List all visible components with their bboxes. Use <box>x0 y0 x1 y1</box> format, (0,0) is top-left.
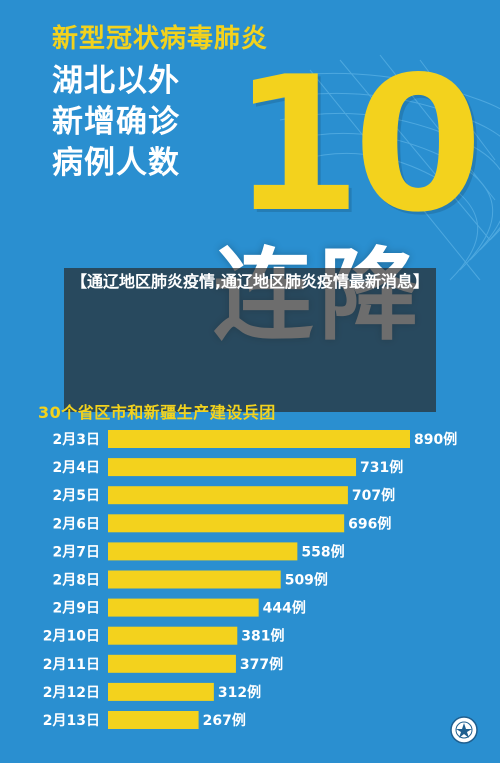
bar <box>108 626 238 645</box>
headline-line-3: 新增确诊 <box>52 104 180 140</box>
category-label: 2月11日 <box>43 657 100 673</box>
value-label: 558例 <box>301 543 344 560</box>
category-label: 2月8日 <box>53 573 100 589</box>
bar <box>108 654 236 673</box>
value-label: 267例 <box>203 712 246 729</box>
bar <box>108 682 214 701</box>
bar <box>108 570 281 589</box>
value-label: 731例 <box>360 459 403 476</box>
category-label: 2月5日 <box>53 488 100 504</box>
chart-subtitle: 30个省区市和新疆生产建设兵团 <box>38 403 276 422</box>
category-label: 2月12日 <box>43 685 100 701</box>
emblem-icon <box>450 716 478 744</box>
bar-chart: 2月3日 890例 2月4日 731例 2月5日 707例 2月6日 696例 2月7日 558例… <box>43 430 457 729</box>
bar <box>108 598 259 617</box>
headline-line-4: 病例人数 <box>52 145 180 181</box>
category-label: 2月4日 <box>53 460 100 476</box>
category-label: 2月7日 <box>53 544 100 560</box>
category-label: 2月10日 <box>43 629 100 645</box>
big-number: 10 <box>232 36 483 253</box>
value-label: 707例 <box>352 487 395 504</box>
headline: 新型冠状病毒肺炎 湖北以外 新增确诊 病例人数 <box>52 26 268 189</box>
value-label: 696例 <box>348 515 391 532</box>
bar <box>108 458 357 477</box>
bar <box>108 711 199 729</box>
bar <box>108 514 345 533</box>
category-label: 2月3日 <box>53 432 100 448</box>
banner-overlay <box>64 268 436 412</box>
value-label: 444例 <box>263 600 306 617</box>
background-line-art <box>259 54 500 281</box>
value-label: 509例 <box>285 572 328 589</box>
value-label: 312例 <box>218 684 261 701</box>
category-label: 2月9日 <box>53 601 100 617</box>
category-label: 2月13日 <box>43 713 100 729</box>
banner-text: 【通辽地区肺炎疫情,通辽地区肺炎疫情最新消息】 <box>70 272 430 291</box>
bar <box>108 430 410 448</box>
headline-line-1: 新型冠状病毒肺炎 <box>52 24 269 54</box>
bar <box>108 542 298 561</box>
value-label: 381例 <box>241 628 284 645</box>
category-label: 2月6日 <box>53 516 100 532</box>
bar <box>108 486 348 505</box>
value-label: 890例 <box>414 431 457 448</box>
value-label: 377例 <box>240 656 283 673</box>
headline-line-2: 湖北以外 <box>52 63 180 99</box>
